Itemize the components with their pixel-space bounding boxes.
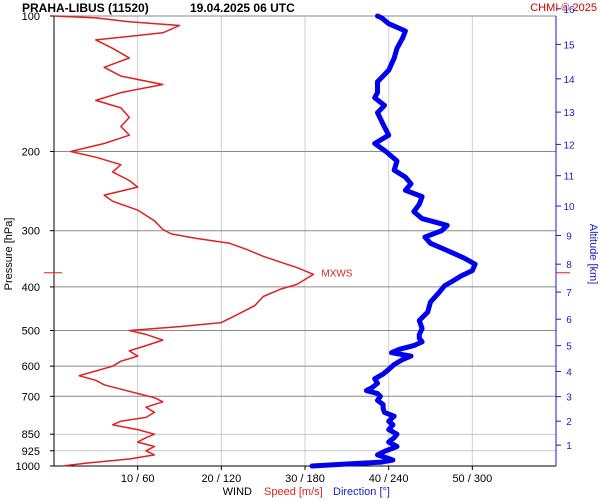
altitude-tick-label: 11 (564, 172, 575, 183)
x-tick-label: 30 / 180 (285, 473, 325, 485)
altitude-tick-label: 6 (566, 315, 572, 326)
altitude-tick-label: 5 (566, 342, 572, 353)
altitude-tick-label: 16 (563, 5, 575, 16)
altitude-tick-label: 14 (563, 75, 575, 86)
annotation-layer: MXWS (44, 269, 570, 280)
pressure-tick-label: 925 (22, 446, 40, 458)
pressure-tick-label: 600 (22, 361, 40, 373)
altitude-tick-label: 12 (563, 140, 575, 151)
x-tick-label: 20 / 120 (201, 473, 241, 485)
pressure-axis-label: Pressure [hPa] (3, 218, 15, 291)
series-layer (53, 13, 478, 469)
pressure-tick-label: 1000 (16, 461, 40, 473)
pressure-tick-label: 700 (22, 391, 40, 403)
wind-speed-line (53, 15, 315, 467)
credit-label: CHMI © 2025 (530, 2, 597, 14)
speed-label: Speed [m/s] (264, 486, 323, 498)
altitude-axis-label: Altitude [km] (587, 224, 599, 285)
grid-lines (54, 15, 556, 467)
station-title: PRAHA-LIBUS (11520) (22, 1, 149, 15)
x-tick-label: 10 / 60 (121, 473, 155, 485)
x-tick-labels: 10 / 60 20 / 120 30 / 180 40 / 240 50 / 300 (121, 466, 492, 485)
altitude-tick-label: 1 (566, 441, 572, 452)
pressure-tick-label: 400 (22, 282, 40, 294)
altitude-tick-label: 13 (563, 108, 575, 119)
pressure-tick-label: 200 (22, 146, 40, 158)
altitude-tick-label: 7 (566, 288, 572, 299)
altitude-tick-label: 4 (566, 367, 572, 378)
altitude-tick-label: 10 (563, 202, 575, 213)
sounding-datetime: 19.04.2025 06 UTC (190, 1, 295, 15)
altitude-tick-label: 9 (566, 232, 572, 243)
altitude-tick-label: 2 (566, 417, 572, 428)
altitude-tick-label: 15 (563, 40, 575, 51)
pressure-tick-labels: 100 200 300 400 500 600 700 850 925 1000 (16, 11, 54, 473)
x-tick-label: 50 / 300 (452, 473, 492, 485)
pressure-tick-label: 300 (22, 226, 40, 238)
direction-label: Direction [°] (333, 486, 390, 498)
mxws-annotation: MXWS (321, 269, 352, 280)
pressure-tick-label: 100 (22, 11, 40, 23)
wind-label: WIND (223, 486, 252, 498)
altitude-tick-label: 8 (566, 260, 572, 271)
pressure-tick-label: 500 (22, 326, 40, 338)
wind-direction-line (309, 13, 478, 469)
pressure-tick-label: 850 (22, 429, 40, 441)
altitude-tick-label: 3 (566, 393, 572, 404)
x-tick-label: 40 / 240 (369, 473, 409, 485)
